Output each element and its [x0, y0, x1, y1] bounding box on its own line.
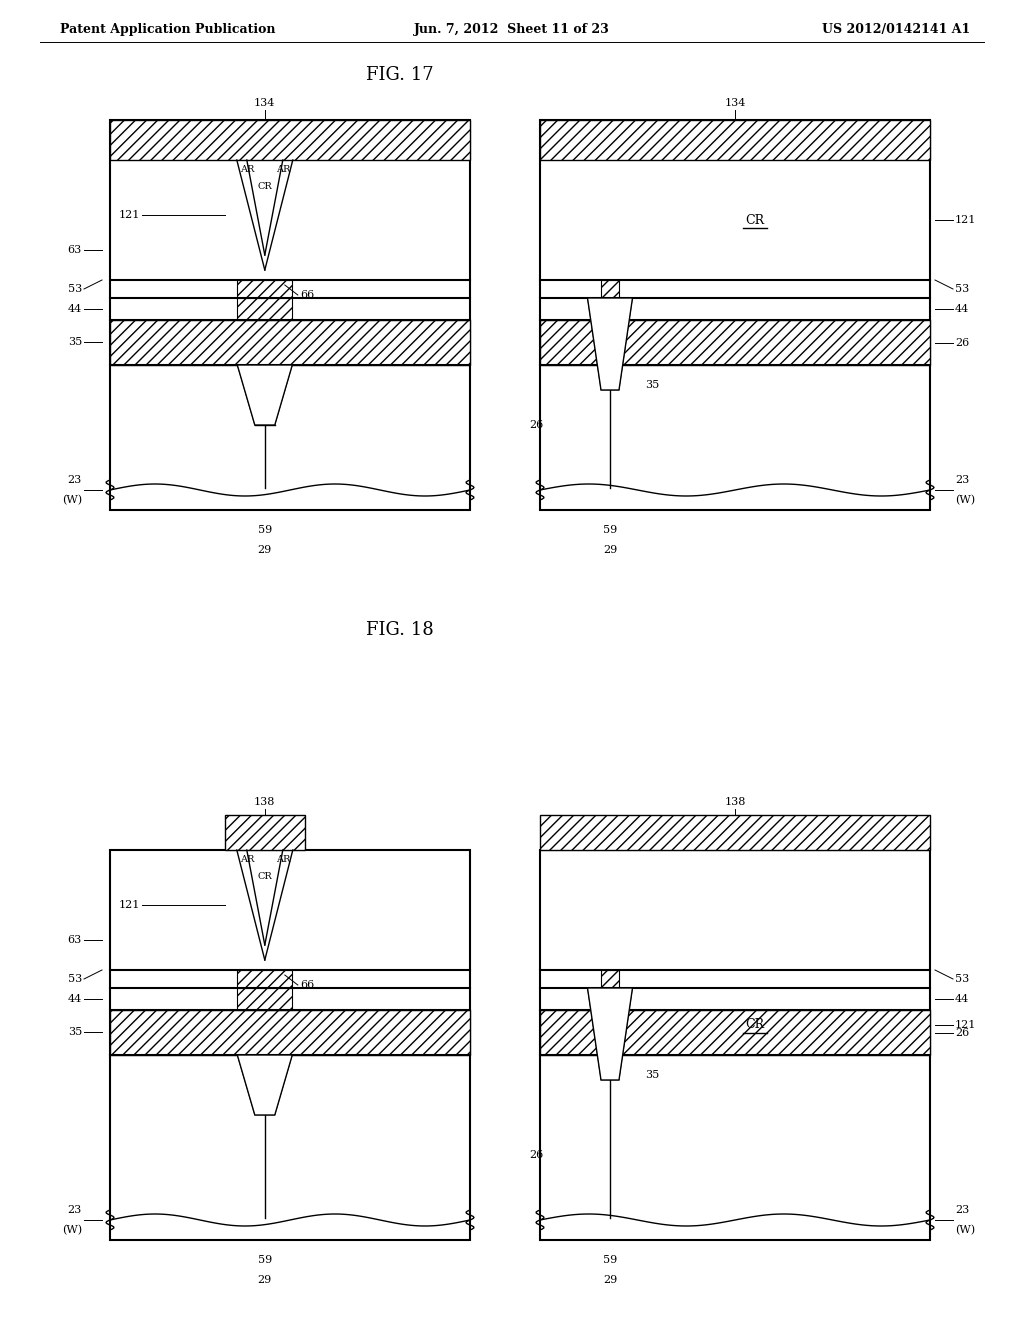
Text: 35: 35 — [68, 337, 82, 347]
Text: 26: 26 — [528, 420, 543, 430]
Text: AR: AR — [240, 165, 254, 174]
Bar — [238, 298, 292, 319]
Polygon shape — [238, 366, 292, 425]
Text: CR: CR — [744, 1019, 764, 1031]
Bar — [601, 970, 618, 987]
Text: FIG. 17: FIG. 17 — [367, 66, 434, 84]
Text: AR: AR — [240, 855, 254, 865]
Bar — [540, 120, 930, 160]
Text: 59: 59 — [258, 1255, 272, 1265]
Text: 121: 121 — [119, 900, 140, 909]
Text: 26: 26 — [955, 1028, 970, 1038]
Bar — [110, 850, 470, 1239]
Bar — [540, 814, 930, 850]
Text: US 2012/0142141 A1: US 2012/0142141 A1 — [821, 24, 970, 37]
Text: 26: 26 — [528, 1150, 543, 1160]
Text: 53: 53 — [68, 974, 82, 983]
Text: 29: 29 — [258, 1275, 272, 1284]
Text: 44: 44 — [68, 304, 82, 314]
Text: (W): (W) — [955, 495, 975, 506]
Text: 29: 29 — [603, 1275, 617, 1284]
Text: 59: 59 — [603, 525, 617, 535]
Text: (W): (W) — [61, 495, 82, 506]
Text: AR: AR — [275, 855, 290, 865]
Text: 53: 53 — [955, 974, 970, 983]
Text: Jun. 7, 2012  Sheet 11 of 23: Jun. 7, 2012 Sheet 11 of 23 — [414, 24, 610, 37]
Bar — [540, 120, 930, 510]
Polygon shape — [238, 1055, 292, 1115]
Text: 29: 29 — [258, 545, 272, 554]
Bar — [225, 814, 305, 850]
Text: 44: 44 — [955, 994, 970, 1005]
Text: 66: 66 — [300, 290, 314, 300]
Text: 35: 35 — [68, 1027, 82, 1038]
Text: 134: 134 — [724, 98, 745, 108]
Text: 134: 134 — [254, 98, 275, 108]
Text: AR: AR — [275, 165, 290, 174]
Bar — [540, 850, 930, 1239]
Bar — [540, 1010, 930, 1055]
Text: FIG. 18: FIG. 18 — [367, 620, 434, 639]
Text: 63: 63 — [68, 935, 82, 945]
Text: 26: 26 — [955, 338, 970, 348]
Text: CR: CR — [744, 214, 764, 227]
Text: 44: 44 — [68, 994, 82, 1005]
Text: 23: 23 — [68, 475, 82, 484]
Text: 121: 121 — [955, 215, 976, 224]
Text: 29: 29 — [603, 545, 617, 554]
Polygon shape — [238, 366, 292, 425]
Bar — [110, 120, 470, 510]
Bar — [238, 280, 292, 298]
Text: 35: 35 — [645, 1071, 659, 1080]
Polygon shape — [588, 298, 633, 389]
Text: 23: 23 — [955, 475, 970, 484]
Text: CR: CR — [257, 182, 272, 191]
Text: 23: 23 — [68, 1205, 82, 1214]
Text: 138: 138 — [254, 797, 275, 807]
Bar — [238, 970, 292, 987]
Text: Patent Application Publication: Patent Application Publication — [60, 24, 275, 37]
Text: 63: 63 — [68, 246, 82, 255]
Bar — [110, 319, 470, 366]
Polygon shape — [238, 1055, 292, 1115]
Text: 59: 59 — [258, 525, 272, 535]
Text: (W): (W) — [955, 1225, 975, 1236]
Bar — [110, 120, 470, 160]
Polygon shape — [588, 987, 633, 1080]
Bar — [110, 1010, 470, 1055]
Polygon shape — [588, 298, 633, 389]
Text: 44: 44 — [955, 304, 970, 314]
Text: 53: 53 — [68, 284, 82, 294]
Text: 66: 66 — [300, 979, 314, 990]
Text: 59: 59 — [603, 1255, 617, 1265]
Polygon shape — [588, 987, 633, 1080]
Text: 53: 53 — [955, 284, 970, 294]
Text: 121: 121 — [955, 1020, 976, 1030]
Bar — [238, 987, 292, 1010]
Text: (W): (W) — [61, 1225, 82, 1236]
Bar — [601, 280, 618, 298]
Text: 121: 121 — [119, 210, 140, 220]
Bar — [540, 319, 930, 366]
Text: CR: CR — [257, 873, 272, 880]
Text: 23: 23 — [955, 1205, 970, 1214]
Text: 35: 35 — [645, 380, 659, 389]
Text: 138: 138 — [724, 797, 745, 807]
